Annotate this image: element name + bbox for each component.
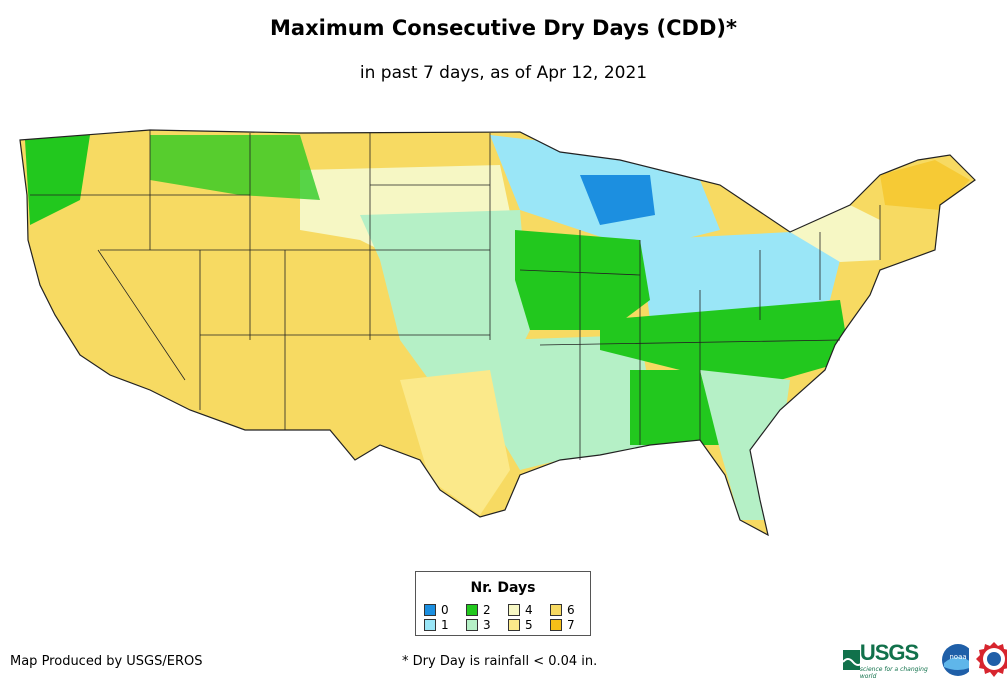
- zone-0-days-wisconsin: [580, 175, 655, 225]
- usgs-logo: USGS science for a changing world: [843, 640, 933, 680]
- legend-swatch: [466, 604, 478, 616]
- state-borders: [30, 130, 881, 460]
- map-subtitle: in past 7 days, as of Apr 12, 2021: [359, 63, 648, 83]
- legend-title: Nr. Days: [470, 580, 536, 596]
- legend-swatch: [550, 604, 562, 616]
- zone-5-days-texas: [400, 370, 510, 515]
- legend-label: 6: [567, 603, 575, 617]
- footnote-text: * Dry Day is rainfall < 0.04 in.: [402, 654, 598, 669]
- zone-2-days-midwest: [515, 230, 650, 330]
- zone-2-days-southeast: [600, 300, 850, 380]
- legend-item: 2: [466, 603, 491, 617]
- legend-label: 3: [483, 618, 491, 632]
- legend-item: 4: [508, 603, 533, 617]
- zone-4-days-northeast: [790, 205, 880, 262]
- legend-swatch: [424, 604, 436, 616]
- zone-2-days-alabama: [630, 370, 720, 445]
- nws-logo: [976, 642, 1007, 677]
- usgs-logo-text: USGS: [859, 640, 919, 665]
- noaa-logo-text: noaa: [949, 653, 966, 661]
- zone-2-days-pacific-northwest: [25, 135, 90, 225]
- legend-label: 7: [567, 618, 575, 632]
- legend-item: 6: [550, 603, 575, 617]
- legend-label: 1: [441, 618, 449, 632]
- legend-item: 7: [550, 618, 575, 632]
- legend-item: 1: [424, 618, 449, 632]
- legend-swatch: [466, 619, 478, 631]
- legend-swatch: [508, 604, 520, 616]
- legend-swatch: [508, 619, 520, 631]
- legend-label: 4: [525, 603, 533, 617]
- zone-2-days-northern-rockies: [150, 135, 320, 200]
- map-title: Maximum Consecutive Dry Days (CDD)*: [270, 16, 737, 40]
- zone-1-day-ohio-valley: [640, 232, 840, 320]
- legend-label: 0: [441, 603, 449, 617]
- credit-text: Map Produced by USGS/EROS: [10, 654, 203, 669]
- noaa-logo: noaa: [941, 644, 970, 676]
- usgs-tagline: science for a changing world: [859, 666, 928, 680]
- legend-swatch: [550, 619, 562, 631]
- legend-item: 3: [466, 618, 491, 632]
- logos: USGS science for a changing world noaa: [843, 640, 1007, 680]
- legend-swatch: [424, 619, 436, 631]
- us-outline: [19, 129, 976, 537]
- legend-label: 5: [525, 618, 533, 632]
- legend-label: 2: [483, 603, 491, 617]
- legend-item: 5: [508, 618, 533, 632]
- zone-7-days-new-england: [880, 160, 970, 210]
- legend-item: 0: [424, 603, 449, 617]
- zone-3-days-south: [490, 335, 660, 470]
- zone-3-days-plains: [360, 210, 530, 395]
- usgs-wave-icon: [843, 650, 860, 670]
